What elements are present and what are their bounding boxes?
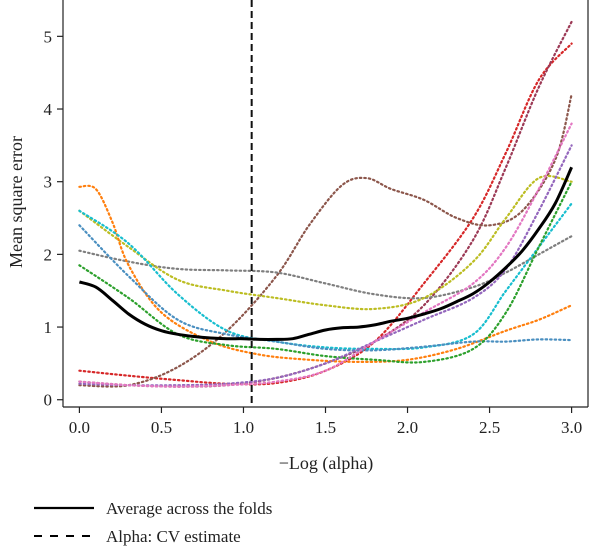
y-tick-label: 3	[44, 173, 53, 192]
x-tick-label: 1.0	[233, 418, 254, 437]
fold-curve-10	[78, 144, 573, 387]
x-axis-title: −Log (alpha)	[279, 453, 374, 474]
legend: Average across the folds Alpha: CV estim…	[34, 499, 272, 546]
x-tick-label: 0.5	[151, 418, 172, 437]
fold-curve-3	[78, 93, 573, 388]
average-curve-group	[78, 166, 573, 341]
y-tick-label: 5	[44, 27, 53, 46]
fold-curve-5	[78, 174, 573, 311]
x-ticks: 0.0 0.5 1.0 1.5 2.0 2.5 3.0	[69, 407, 582, 437]
fold-curve-11	[78, 122, 573, 388]
fold-curve-4	[78, 235, 573, 300]
y-tick-label: 1	[44, 318, 53, 337]
x-tick-label: 0.0	[69, 418, 90, 437]
y-ticks: 0 1 2 3 4 5	[44, 27, 63, 410]
y-tick-label: 4	[44, 100, 53, 119]
legend-label-cv: Alpha: CV estimate	[106, 527, 241, 546]
x-tick-label: 2.0	[397, 418, 418, 437]
x-tick-label: 1.5	[315, 418, 336, 437]
y-tick-label: 2	[44, 245, 53, 264]
x-tick-label: 3.0	[561, 418, 582, 437]
x-tick-label: 2.5	[479, 418, 500, 437]
y-tick-label: 0	[44, 391, 53, 410]
fold-curve-9	[78, 180, 573, 364]
fold-curve-6	[78, 184, 573, 364]
average-curve	[78, 166, 573, 341]
fold-curve-1	[78, 42, 573, 386]
fold-curves	[78, 20, 573, 388]
y-axis-title: Mean square error	[6, 136, 26, 268]
fold-curve-8	[78, 224, 573, 352]
legend-label-average: Average across the folds	[106, 499, 272, 518]
fold-curve-7	[78, 202, 573, 351]
